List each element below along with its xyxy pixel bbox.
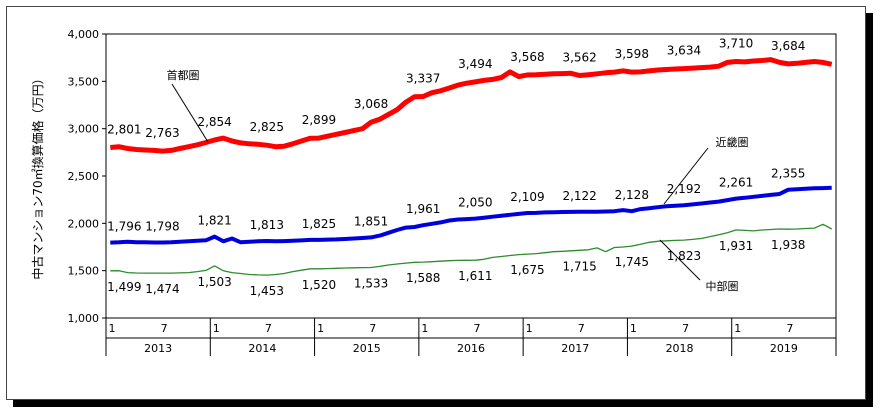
data-label: 2,192 (667, 182, 701, 196)
data-label: 2,050 (458, 196, 492, 210)
data-label: 2,109 (510, 190, 544, 204)
series-name-label: 中部圏 (706, 279, 739, 293)
data-label: 1,851 (354, 214, 388, 228)
data-label: 1,823 (667, 249, 701, 263)
data-label: 2,355 (771, 167, 805, 181)
data-label: 1,796 (107, 220, 141, 234)
data-label: 3,068 (354, 97, 388, 111)
x-year-label: 2015 (353, 342, 381, 355)
data-label: 1,520 (302, 278, 336, 292)
data-label: 2,801 (107, 123, 141, 137)
data-label: 1,715 (562, 259, 596, 273)
data-label: 3,634 (667, 44, 701, 58)
data-label: 3,598 (615, 47, 649, 61)
y-tick-label: 2,500 (68, 170, 100, 183)
series-name-label: 近畿圏 (716, 135, 749, 149)
data-label: 2,854 (197, 115, 231, 129)
chart-frame (6, 6, 866, 400)
data-label: 1,499 (107, 280, 141, 294)
y-tick-label: 1,500 (68, 265, 100, 278)
data-label: 1,453 (250, 284, 284, 298)
x-month-tick-label: 7 (578, 322, 585, 335)
data-label: 3,562 (562, 50, 596, 64)
data-label: 3,710 (719, 36, 753, 50)
data-label: 1,474 (145, 282, 179, 296)
data-label: 2,763 (145, 126, 179, 140)
x-month-tick-label: 1 (213, 322, 220, 335)
x-year-label: 2016 (457, 342, 485, 355)
y-tick-label: 3,500 (68, 75, 100, 88)
x-month-tick-label: 1 (421, 322, 428, 335)
data-label: 1,745 (615, 255, 649, 269)
data-label: 1,675 (510, 263, 544, 277)
series-line-1 (110, 185, 832, 245)
data-label: 3,337 (406, 71, 440, 85)
callout-leader (171, 83, 209, 143)
data-label: 1,798 (145, 219, 179, 233)
data-label: 2,128 (615, 188, 649, 202)
data-label: 1,611 (458, 269, 492, 283)
data-label: 1,813 (250, 218, 284, 232)
y-axis-title: 中古マンション70㎡換算価格（万円） (30, 72, 45, 279)
data-label: 1,825 (302, 217, 336, 231)
x-year-label: 2018 (666, 342, 694, 355)
series-name-label: 首都圏 (167, 68, 200, 82)
x-month-tick-label: 7 (161, 322, 168, 335)
x-year-label: 2017 (561, 342, 589, 355)
x-year-label: 2019 (770, 342, 798, 355)
data-label: 1,503 (197, 275, 231, 289)
data-label: 1,533 (354, 277, 388, 291)
x-year-label: 2013 (144, 342, 172, 355)
data-label: 2,122 (562, 189, 596, 203)
x-month-tick-label: 7 (369, 322, 376, 335)
data-label: 1,938 (771, 238, 805, 252)
data-label: 1,821 (197, 214, 231, 228)
y-tick-label: 3,000 (68, 123, 100, 136)
series-line-0 (110, 57, 833, 154)
y-tick-label: 1,000 (68, 312, 100, 325)
x-month-tick-label: 7 (474, 322, 481, 335)
data-label: 2,899 (302, 113, 336, 127)
y-tick-label: 4,000 (68, 28, 100, 41)
data-label: 3,494 (458, 57, 492, 71)
y-tick-label: 2,000 (68, 217, 100, 230)
series-line-2 (110, 223, 833, 276)
data-label: 1,588 (406, 271, 440, 285)
x-month-tick-label: 1 (109, 322, 116, 335)
data-label: 2,825 (250, 120, 284, 134)
callout-leader (659, 239, 701, 281)
data-label: 2,261 (719, 176, 753, 190)
data-label: 1,961 (406, 202, 440, 216)
x-year-label: 2014 (248, 342, 276, 355)
callout-leader (663, 147, 709, 205)
x-month-tick-label: 1 (734, 322, 741, 335)
x-month-tick-label: 1 (630, 322, 637, 335)
x-month-tick-label: 7 (786, 322, 793, 335)
x-month-tick-label: 7 (682, 322, 689, 335)
x-month-tick-label: 7 (265, 322, 272, 335)
data-label: 3,568 (510, 50, 544, 64)
x-month-tick-label: 1 (526, 322, 533, 335)
data-label: 1,931 (719, 239, 753, 253)
data-label: 3,684 (771, 39, 805, 53)
x-month-tick-label: 1 (317, 322, 324, 335)
